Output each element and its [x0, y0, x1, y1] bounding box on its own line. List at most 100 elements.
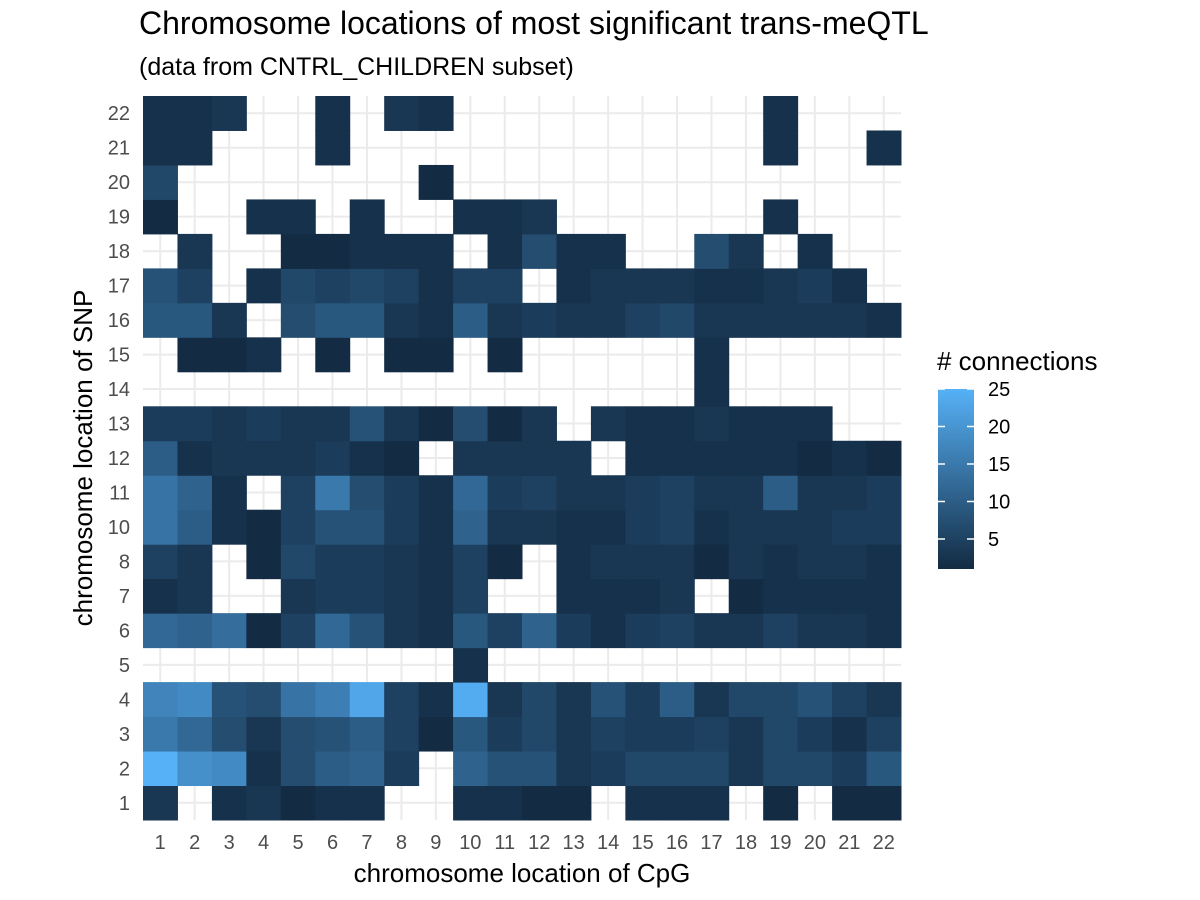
heatmap-cell [143, 785, 178, 821]
heatmap-cell [728, 406, 764, 442]
y-tick-label: 14 [108, 379, 130, 401]
heatmap-cell [556, 578, 592, 614]
heatmap-cell [832, 544, 868, 580]
heatmap-cell [418, 613, 454, 649]
heatmap-cell [625, 716, 661, 752]
heatmap-cell [143, 578, 178, 614]
heatmap-cell [384, 509, 420, 545]
heatmap-cell [625, 268, 661, 304]
heatmap-cell [556, 613, 592, 649]
plot-panel [143, 96, 902, 821]
y-tick-label: 4 [119, 689, 130, 711]
heatmap-cell [728, 751, 764, 787]
heatmap-cell [522, 233, 557, 269]
heatmap-cell [866, 130, 902, 166]
heatmap-cell [522, 613, 557, 649]
heatmap-cell [522, 716, 557, 752]
heatmap-cell [763, 302, 799, 338]
heatmap-cell [832, 509, 868, 545]
heatmap-cell [659, 751, 695, 787]
heatmap-cell [797, 406, 833, 442]
heatmap-cell [659, 440, 695, 476]
heatmap-cell [280, 233, 316, 269]
heatmap-cell [177, 682, 213, 718]
x-tick-label: 8 [396, 832, 407, 854]
heatmap-cell [418, 544, 454, 580]
heatmap-cell [211, 475, 247, 511]
heatmap-cell [728, 509, 764, 545]
heatmap-cell [590, 509, 626, 545]
legend-ticks: 5 10 15 20 25 [938, 379, 1010, 551]
heatmap-cell [625, 509, 661, 545]
heatmap-cell [280, 785, 316, 821]
heatmap-cell [177, 96, 213, 131]
heatmap-cell [866, 544, 902, 580]
heatmap-cell [211, 682, 247, 718]
x-tick-label: 10 [459, 832, 481, 854]
heatmap-cell [659, 509, 695, 545]
heatmap-cell [832, 578, 868, 614]
heatmap-cell [143, 268, 178, 304]
heatmap-cell [625, 475, 661, 511]
y-tick-label: 20 [108, 172, 130, 194]
heatmap-cell [556, 544, 592, 580]
heatmap-cell [384, 233, 420, 269]
heatmap-cell [694, 785, 730, 821]
heatmap-cell [763, 716, 799, 752]
heatmap-cell [453, 544, 489, 580]
heatmap-cell [315, 785, 351, 821]
heatmap-cell [487, 544, 523, 580]
heatmap-cell [694, 268, 730, 304]
heatmap-cell [453, 647, 489, 683]
heatmap-cell [453, 406, 489, 442]
heatmap-cell [694, 440, 730, 476]
heatmap-cell [556, 716, 592, 752]
heatmap-cell [625, 751, 661, 787]
heatmap-cell [315, 716, 351, 752]
heatmap-cell [694, 337, 730, 373]
heatmap-cell [487, 440, 523, 476]
heatmap-cell [315, 302, 351, 338]
heatmap-cell [866, 613, 902, 649]
heatmap-cell [315, 337, 351, 373]
heatmap-cell [418, 578, 454, 614]
heatmap-cell [866, 440, 902, 476]
heatmap-cell [349, 509, 385, 545]
heatmap-cell [280, 751, 316, 787]
heatmap-cell [590, 233, 626, 269]
heatmap-cell [453, 751, 489, 787]
heatmap-cell [280, 716, 316, 752]
heatmap-cell [866, 302, 902, 338]
heatmap-cell [453, 475, 489, 511]
heatmap-cell [349, 268, 385, 304]
heatmap-cell [590, 613, 626, 649]
heatmap-cell [177, 544, 213, 580]
heatmap-cell [487, 302, 523, 338]
heatmap-cell [384, 337, 420, 373]
heatmap-cell [487, 233, 523, 269]
heatmap-cell [143, 130, 178, 166]
heatmap-cell [728, 613, 764, 649]
heatmap-cell [522, 475, 557, 511]
heatmap-cell [763, 751, 799, 787]
heatmap-cell [349, 475, 385, 511]
x-tick-label: 14 [597, 832, 619, 854]
heatmap-cell [556, 785, 592, 821]
heatmap-cell [246, 406, 282, 442]
heatmap-cell [280, 268, 316, 304]
heatmap-cell [349, 716, 385, 752]
heatmap-cell [866, 716, 902, 752]
heatmap-cell [866, 682, 902, 718]
heatmap-cell [694, 371, 730, 407]
heatmap-cell [522, 199, 557, 235]
heatmap-cell [556, 233, 592, 269]
heatmap-cell [763, 96, 799, 131]
heatmap-cell [177, 716, 213, 752]
heatmap-cell [832, 751, 868, 787]
heatmap-cell [143, 682, 178, 718]
x-tick-label: 4 [258, 832, 269, 854]
y-tick-label: 10 [108, 517, 130, 539]
heatmap-cell [143, 751, 178, 787]
y-tick-label: 8 [119, 551, 130, 573]
heatmap-cell [797, 682, 833, 718]
